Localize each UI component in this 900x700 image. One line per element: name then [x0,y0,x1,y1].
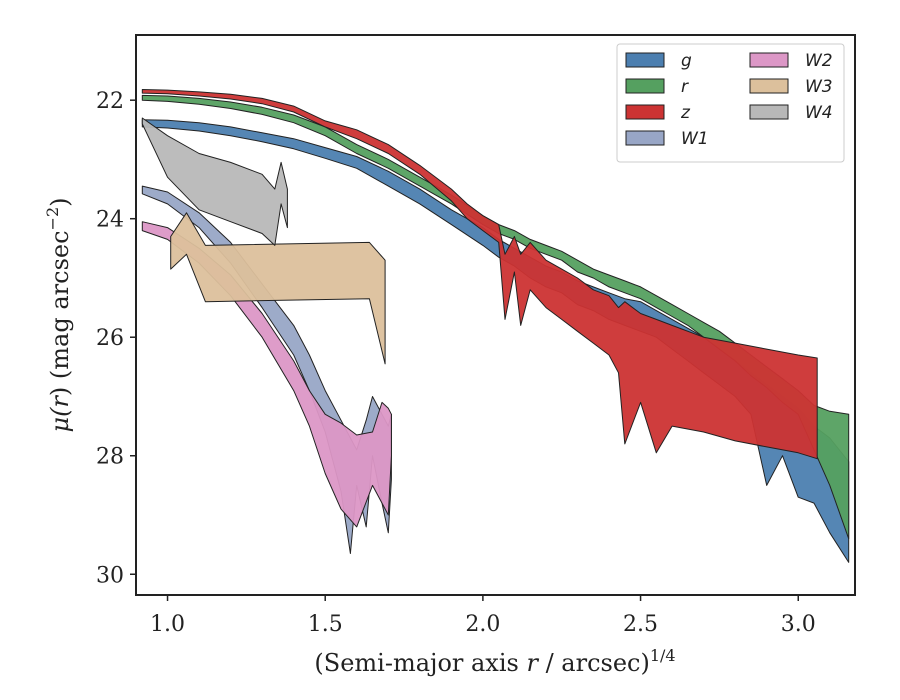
legend-label-z: z [680,103,691,123]
x-tick-label: 3.0 [781,612,816,637]
x-tick-label: 1.5 [308,612,343,637]
legend-label-w2: W2 [805,51,833,71]
legend-swatch-w4 [749,104,789,120]
y-tick-label: 30 [96,563,124,588]
band-w1 [141,185,392,554]
x-tick-label: 1.0 [150,612,185,637]
series-bands [141,89,850,563]
legend-label-w3: W3 [805,77,833,97]
y-tick-label: 22 [96,89,124,114]
x-tick-label: 2.5 [623,612,658,637]
legend-swatch-w3 [749,78,789,94]
x-tick-label: 2.0 [465,612,500,637]
y-axis-label: μ(r) (mag arcsec−2) [43,197,74,432]
y-tick-label: 28 [96,445,124,470]
band-w4 [141,117,288,246]
legend-swatch-w2 [749,52,789,68]
y-tick-label: 24 [96,208,124,233]
legend-swatch-w1 [625,130,665,146]
legend-label-r: r [681,77,689,97]
x-axis: 1.0 1.5 2.0 2.5 3.0 [150,595,816,637]
plot-frame [135,34,856,596]
x-axis-label: (Semi-major axis r / arcsec)1/4 [314,646,675,677]
legend: grz W1 W2 W3 W4 [616,43,845,163]
legend-box [616,43,845,163]
legend-label-w1: W1 [681,129,709,149]
legend-swatch-g [625,52,665,68]
band-w3 [170,212,386,365]
legend-swatch-z [625,104,665,120]
legend-label-w4: W4 [805,103,833,123]
y-axis: 22 24 26 28 30 [96,89,136,588]
y-tick-label: 26 [96,326,124,351]
band-w2 [141,221,392,528]
legend-swatch-r [625,78,665,94]
legend-label-g: g [681,51,692,71]
band-z [141,89,818,460]
